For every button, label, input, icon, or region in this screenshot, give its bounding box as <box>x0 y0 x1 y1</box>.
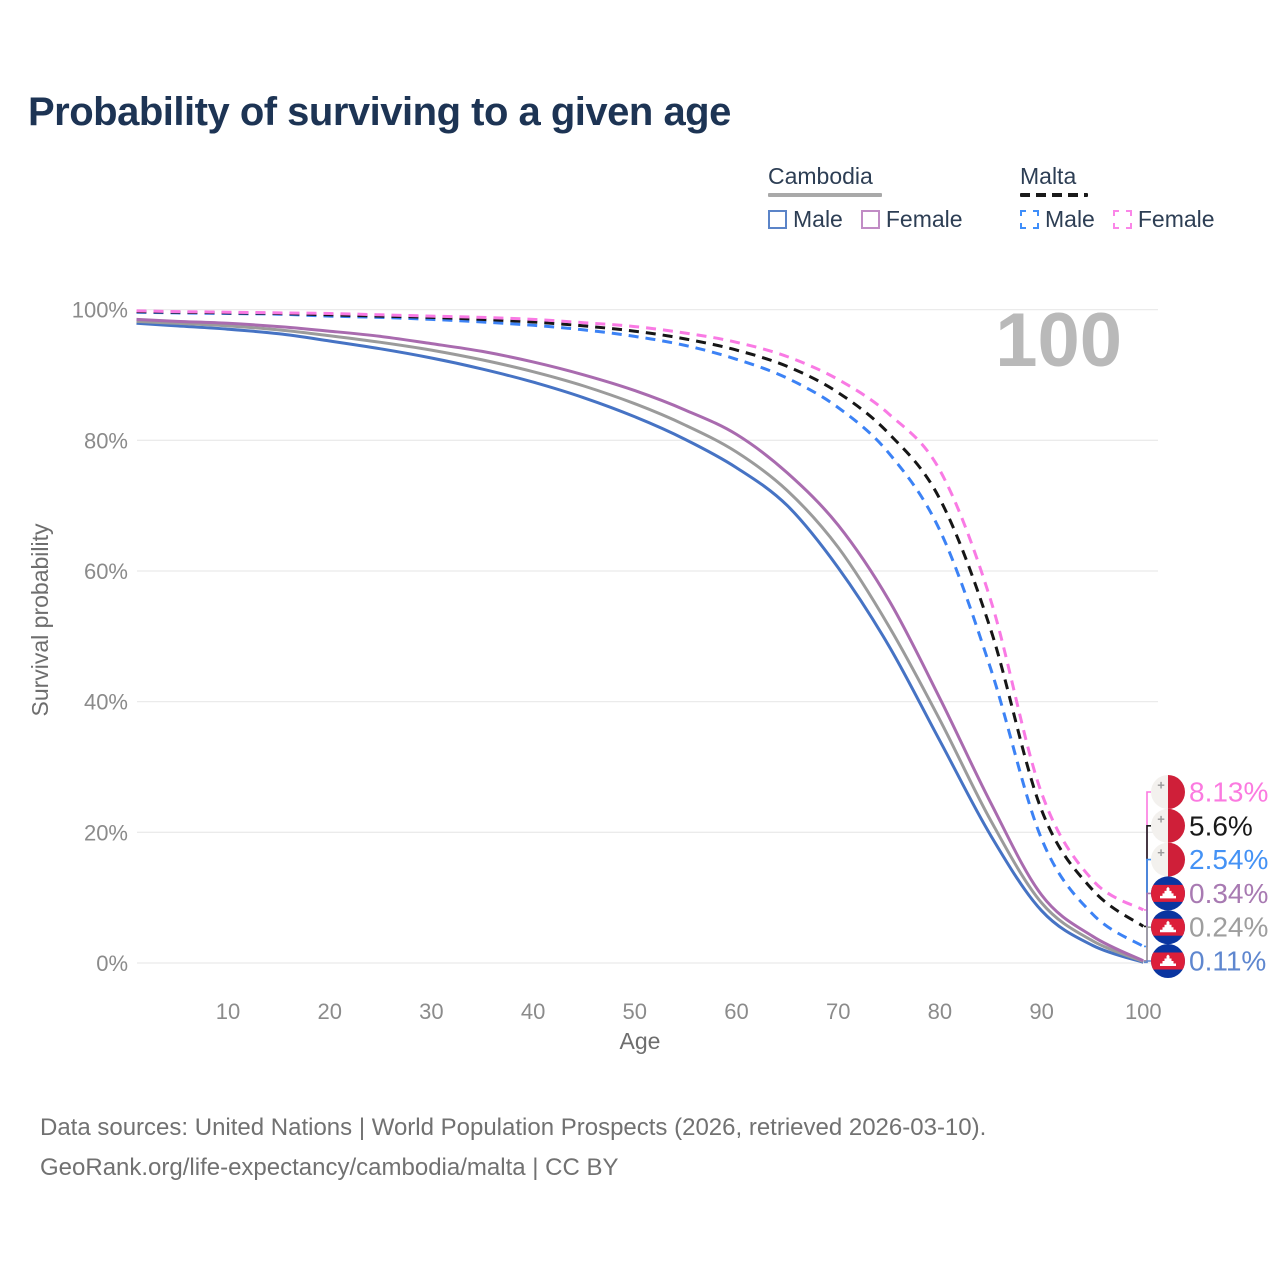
end-value-label: 5.6% <box>1189 810 1253 841</box>
legend-header-malta: Malta <box>1020 163 1077 189</box>
malta-line-style-sample <box>1020 193 1088 197</box>
cambodia-female-swatch-icon <box>860 210 880 229</box>
label-connector <box>1144 960 1151 964</box>
cambodia-male-swatch-icon <box>768 210 787 229</box>
end-value-label: 8.13% <box>1189 777 1268 808</box>
y-tick-label: 40% <box>84 690 128 715</box>
y-tick-label: 100% <box>72 298 128 323</box>
survival-curves <box>136 309 1145 964</box>
malta-flag-icon: + <box>1151 808 1185 843</box>
legend-group-cambodia: Cambodia Male Female <box>768 163 963 233</box>
svg-text:+: + <box>1157 778 1165 793</box>
end-value-label: 0.34% <box>1189 878 1268 909</box>
x-tick-label: 100 <box>1125 999 1162 1024</box>
legend-item-cambodia-male[interactable]: Male <box>768 206 843 233</box>
cambodia-line-style-sample <box>768 193 882 197</box>
end-labels: +8.13% + 5.6% + 2.54%0.34%0.24%0.11% <box>1144 775 1268 978</box>
cambodia-flag-icon <box>1151 944 1185 978</box>
x-tick-label: 90 <box>1029 999 1053 1024</box>
end-value-label: 0.11% <box>1189 946 1266 977</box>
legend-item-label: Male <box>793 206 843 232</box>
legend-item-label: Female <box>885 206 963 232</box>
curve-cambodia-both-sexes <box>136 319 1144 963</box>
legend-item-malta-female[interactable]: Female <box>1112 206 1215 233</box>
cambodia-flag-icon <box>1151 910 1185 945</box>
x-tick-label: 70 <box>826 999 850 1024</box>
x-tick-label: 40 <box>521 999 545 1024</box>
malta-male-swatch-icon <box>1020 210 1039 229</box>
end-value-label: 2.54% <box>1189 844 1268 875</box>
x-tick-label: 80 <box>928 999 952 1024</box>
svg-text:+: + <box>1157 845 1165 860</box>
end-value-label: 0.24% <box>1189 912 1268 943</box>
data-source-line: Data sources: United Nations | World Pop… <box>40 1114 987 1141</box>
legend-item-label: Female <box>1137 206 1215 232</box>
curve-cambodia-male <box>136 321 1144 964</box>
svg-text:+: + <box>1157 811 1165 826</box>
page-title: Probability of surviving to a given age <box>28 90 731 134</box>
y-axis-title: Survival probability <box>27 523 53 717</box>
legend-group-malta: Malta Male Female <box>1020 163 1215 233</box>
x-tick-label: 50 <box>623 999 647 1024</box>
legend-item-malta-male[interactable]: Male <box>1020 206 1095 233</box>
malta-flag-icon: + <box>1151 775 1185 809</box>
x-tick-label: 60 <box>724 999 748 1024</box>
x-tick-label: 20 <box>317 999 341 1024</box>
cambodia-flag-icon <box>1151 876 1185 911</box>
x-tick-label: 30 <box>419 999 443 1024</box>
curve-malta-both-sexes <box>136 310 1145 928</box>
curve-malta-male <box>136 310 1145 948</box>
attribution-line: GeoRank.org/life-expectancy/cambodia/mal… <box>40 1154 619 1181</box>
x-axis-title: Age <box>620 1028 661 1054</box>
curve-malta-female <box>136 309 1145 912</box>
footer: Data sources: United Nations | World Pop… <box>40 1108 986 1188</box>
legend-header-cambodia: Cambodia <box>768 163 873 189</box>
curve-cambodia-female <box>136 317 1144 963</box>
malta-flag-icon: + <box>1151 842 1185 877</box>
age-indicator-watermark: 100 <box>995 298 1122 383</box>
legend-item-label: Male <box>1045 206 1095 232</box>
label-connector <box>1144 926 1151 963</box>
y-tick-label: 80% <box>84 428 128 453</box>
gridlines <box>137 308 1158 964</box>
y-tick-label: 20% <box>84 820 128 845</box>
y-tick-label: 0% <box>96 951 128 976</box>
y-tick-label: 60% <box>84 559 128 584</box>
x-tick-label: 10 <box>216 999 240 1024</box>
legend-item-cambodia-female[interactable]: Female <box>860 206 963 233</box>
axis-ticks: 0% 20% 40% 60% 80% 100% 10 20 30 40 50 60 70 80 90 100 <box>72 298 1162 1024</box>
malta-female-swatch-icon <box>1112 210 1132 229</box>
